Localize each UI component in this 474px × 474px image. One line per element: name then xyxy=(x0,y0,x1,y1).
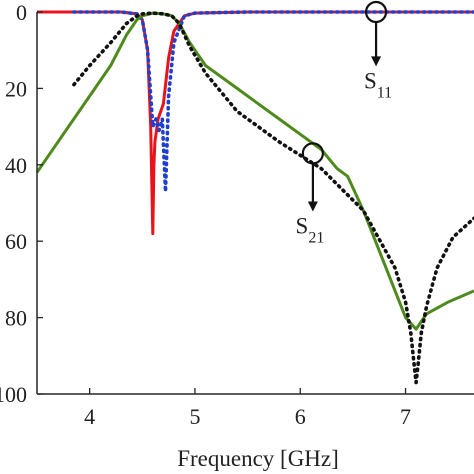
y-tick-label: 60 xyxy=(5,229,27,254)
y-tick-label: 0 xyxy=(16,0,27,25)
x-tick-label: 7 xyxy=(400,404,411,429)
x-tick-label: 6 xyxy=(295,404,306,429)
y-tick-label: 40 xyxy=(5,153,27,178)
series-line-s21-green-solid xyxy=(35,11,474,331)
series-line-s11-blue-dotted xyxy=(72,10,474,194)
x-tick-label: 5 xyxy=(189,404,200,429)
annotation-arrow-head xyxy=(371,56,382,67)
curves-layer xyxy=(35,10,474,385)
x-tick-label: 4 xyxy=(84,404,95,429)
y-tick-label: 20 xyxy=(5,76,27,101)
plot-area xyxy=(37,12,474,394)
y-tick-label: 80 xyxy=(5,306,27,331)
y-tick-label: 100 xyxy=(0,382,27,407)
annotation-subscript: 21 xyxy=(308,230,324,247)
series-line-s21-black-dotted xyxy=(72,11,474,385)
ticks-layer: 4 5 6 7 0 20 40 60 80 100 xyxy=(0,0,411,429)
annotation-arrow-head xyxy=(307,201,318,212)
annotation-subscript: 11 xyxy=(377,84,392,101)
x-axis-label: Frequency [GHz] xyxy=(177,446,339,471)
